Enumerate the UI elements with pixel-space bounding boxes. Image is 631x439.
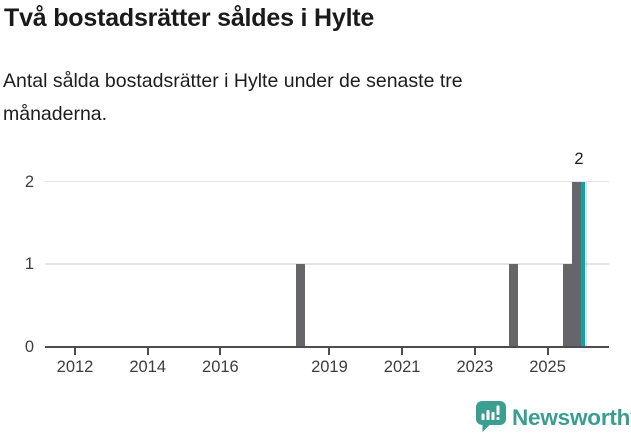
gridline (45, 180, 609, 183)
y-tick-label: 2 (24, 172, 34, 191)
x-tick (328, 348, 331, 355)
subtitle-line-2: månaderna. (3, 103, 108, 125)
x-axis-line (45, 345, 609, 349)
value-label: 2 (574, 150, 584, 168)
x-tick (146, 348, 149, 355)
bar (572, 181, 582, 347)
bar-highlighted (580, 181, 586, 347)
subtitle-line-1: Antal sålda bostadsrätter i Hylte under … (3, 70, 463, 92)
x-tick-label: 2016 (202, 358, 239, 376)
chart-subtitle: Antal sålda bostadsrätter i Hylte under … (3, 65, 463, 131)
bar (562, 264, 572, 347)
newsworthy-logo-text: Newsworthy (512, 405, 631, 430)
newsworthy-logo: Newsworthy (476, 401, 631, 435)
y-tick-label: 1 (24, 255, 34, 273)
x-tick-label: 2025 (529, 358, 566, 376)
newsworthy-logo-icon (476, 401, 506, 432)
x-tick-label: 2014 (129, 358, 167, 376)
x-tick-label: 2019 (311, 358, 348, 376)
gridline (45, 263, 609, 265)
x-tick-label: 2012 (56, 358, 94, 376)
page-title: Två bostadsrätter såldes i Hylte (4, 4, 375, 32)
x-tick (219, 348, 222, 355)
x-tick-label: 2023 (456, 358, 494, 376)
x-tick-label: 2021 (383, 358, 421, 376)
x-tick (473, 348, 476, 355)
bar (508, 264, 518, 347)
y-tick-label: 0 (24, 337, 34, 356)
x-tick (546, 348, 549, 355)
bar (295, 264, 305, 347)
x-tick (401, 348, 404, 355)
x-tick (74, 348, 76, 355)
